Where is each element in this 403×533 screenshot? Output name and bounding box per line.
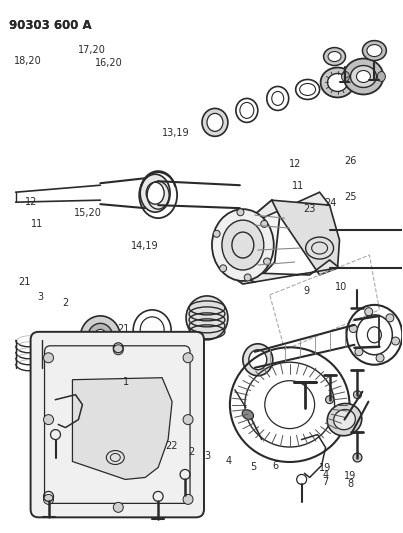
Text: 17,20: 17,20 [78, 45, 106, 55]
FancyBboxPatch shape [31, 332, 204, 518]
Text: 16,20: 16,20 [95, 59, 123, 68]
Ellipse shape [324, 47, 345, 66]
Text: 25: 25 [345, 192, 357, 203]
Text: 10: 10 [335, 282, 347, 292]
Ellipse shape [321, 68, 355, 98]
Ellipse shape [113, 503, 123, 512]
Ellipse shape [113, 345, 123, 355]
Text: 22: 22 [165, 441, 178, 451]
Ellipse shape [94, 329, 107, 344]
Ellipse shape [376, 354, 384, 362]
Ellipse shape [357, 70, 370, 83]
Ellipse shape [88, 324, 113, 350]
Ellipse shape [213, 230, 220, 237]
Ellipse shape [355, 348, 363, 356]
Text: 13,19: 13,19 [162, 127, 189, 138]
Ellipse shape [367, 45, 382, 56]
Ellipse shape [349, 325, 357, 333]
Ellipse shape [377, 71, 385, 82]
Ellipse shape [392, 337, 399, 345]
Text: 12: 12 [25, 197, 37, 207]
Ellipse shape [244, 274, 251, 281]
Ellipse shape [249, 350, 267, 370]
Ellipse shape [44, 353, 54, 363]
Ellipse shape [140, 174, 170, 212]
Text: 3: 3 [204, 451, 211, 461]
Text: 21: 21 [117, 324, 129, 334]
Ellipse shape [326, 395, 334, 403]
Text: 4: 4 [225, 456, 231, 466]
Polygon shape [272, 200, 339, 275]
Ellipse shape [222, 220, 264, 270]
Ellipse shape [183, 353, 193, 363]
Ellipse shape [353, 391, 361, 399]
Text: 11: 11 [292, 181, 304, 191]
Ellipse shape [343, 59, 383, 94]
Text: 26: 26 [345, 156, 357, 166]
Text: 3: 3 [37, 292, 43, 302]
Text: 18,20: 18,20 [14, 56, 42, 66]
Ellipse shape [328, 52, 341, 61]
Text: 2: 2 [62, 297, 69, 308]
Text: 90303 600 A: 90303 600 A [9, 19, 91, 31]
Ellipse shape [328, 74, 347, 92]
Ellipse shape [242, 410, 253, 419]
Ellipse shape [237, 209, 244, 216]
Ellipse shape [146, 182, 164, 204]
Ellipse shape [261, 221, 268, 228]
Text: 14,19: 14,19 [131, 241, 158, 251]
Ellipse shape [334, 409, 355, 430]
Text: 19: 19 [344, 472, 356, 481]
Ellipse shape [351, 66, 376, 87]
Ellipse shape [44, 415, 54, 425]
Text: 4: 4 [322, 470, 328, 480]
Text: 5: 5 [250, 463, 256, 472]
Polygon shape [73, 378, 172, 480]
Text: 9: 9 [303, 286, 310, 296]
Text: 23: 23 [303, 204, 315, 214]
Ellipse shape [327, 403, 362, 436]
Text: 2: 2 [188, 447, 195, 456]
Ellipse shape [212, 209, 274, 281]
Ellipse shape [365, 308, 373, 316]
Text: 12: 12 [289, 159, 301, 169]
Text: 6: 6 [273, 462, 279, 471]
Text: 8: 8 [347, 480, 353, 489]
Polygon shape [225, 260, 339, 282]
Polygon shape [215, 192, 330, 248]
Text: 15,20: 15,20 [74, 208, 102, 219]
Ellipse shape [202, 108, 228, 136]
Text: 90303 600 A: 90303 600 A [9, 19, 91, 31]
Text: 1: 1 [123, 377, 129, 387]
Ellipse shape [264, 258, 270, 265]
Ellipse shape [186, 296, 228, 340]
Ellipse shape [243, 344, 273, 376]
Ellipse shape [386, 314, 394, 322]
Text: 24: 24 [324, 198, 336, 208]
Polygon shape [215, 200, 280, 284]
Text: 7: 7 [322, 477, 328, 487]
Ellipse shape [305, 237, 334, 259]
Ellipse shape [207, 114, 223, 131]
Text: 11: 11 [31, 219, 43, 229]
Ellipse shape [353, 453, 362, 462]
Ellipse shape [341, 71, 349, 82]
Ellipse shape [81, 316, 120, 358]
Text: 19: 19 [319, 463, 331, 473]
Ellipse shape [220, 265, 226, 272]
Ellipse shape [362, 41, 386, 61]
Ellipse shape [44, 495, 54, 504]
Ellipse shape [183, 495, 193, 504]
Text: 21: 21 [18, 278, 30, 287]
Ellipse shape [183, 415, 193, 425]
